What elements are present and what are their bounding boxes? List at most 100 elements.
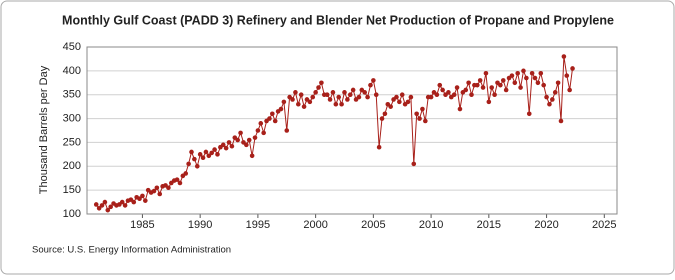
data-point [347,92,353,98]
data-point [330,90,336,95]
data-point [281,99,287,105]
data-point [189,149,194,155]
data-point [477,78,483,83]
data-point [526,111,532,117]
y-tick-label: 250 [63,136,81,148]
plot-border [86,46,618,215]
data-point [411,161,417,167]
data-point [327,97,333,102]
data-point [238,130,243,136]
y-tick-label: 200 [63,160,81,172]
data-point [373,92,379,98]
data-point [93,202,99,207]
data-point [457,106,463,112]
data-point [99,203,105,208]
data-point [151,188,157,194]
data-point [405,99,411,105]
data-point [122,203,128,208]
data-point [226,140,232,145]
data-point [244,142,249,148]
data-point [492,92,497,98]
data-point [547,101,552,107]
data-point [486,99,492,105]
data-point [183,171,189,176]
x-tick-label: 2010 [419,219,443,231]
data-point [336,94,342,100]
data-point [235,137,240,143]
data-point [552,90,558,95]
data-point [503,87,509,93]
data-point [252,135,258,140]
data-point [535,80,541,86]
data-point [284,128,290,133]
data-point [96,205,102,211]
data-point [451,92,457,98]
data-point [131,199,137,205]
data-point [102,199,108,205]
data-point [498,82,503,88]
data-point [532,75,538,81]
data-point [489,85,495,90]
data-point [229,143,235,149]
y-tick-label: 150 [63,184,81,196]
data-point [515,70,520,76]
y-tick-label: 300 [63,112,81,124]
x-tick-label: 2025 [592,219,616,231]
data-point [313,90,318,95]
data-point [524,75,529,81]
data-point [521,68,526,74]
data-point [209,150,215,156]
data-point [206,153,212,159]
y-axis-label: Thousand Barrels per Day [38,65,50,194]
data-point [166,185,171,191]
chart-title: Monthly Gulf Coast (PADD 3) Refinery and… [62,13,614,27]
data-point [394,94,399,100]
data-point [140,193,145,199]
data-point [249,153,255,159]
data-point [339,101,344,107]
data-point [500,78,506,83]
data-point [440,87,445,93]
y-tick-label: 450 [63,41,81,53]
data-point [518,85,523,90]
y-tick-label: 400 [63,65,81,77]
y-tick-label: 350 [63,89,81,101]
data-point [203,149,209,155]
data-point [301,104,307,109]
data-point [298,92,304,98]
data-point [137,196,142,202]
data-point [397,99,402,105]
data-point [258,121,264,126]
x-tick-label: 1995 [246,219,270,231]
data-point [555,80,561,86]
data-point [157,191,163,197]
data-point [469,92,474,98]
data-point [194,163,200,169]
data-point [379,116,385,121]
data-point [538,70,544,76]
data-point [186,161,191,167]
data-point [509,73,515,78]
x-tick-label: 2005 [361,219,385,231]
data-point [197,152,203,157]
data-point [342,90,347,95]
data-point [177,180,183,186]
data-point [561,54,567,59]
x-tick-label: 2020 [534,219,558,231]
data-point [215,152,220,157]
data-point [270,111,275,117]
data-point [223,145,229,151]
data-point [454,85,460,90]
data-point [296,101,301,107]
data-point [307,99,313,105]
data-point [423,118,428,124]
x-tick-label: 1990 [188,219,212,231]
data-point [376,144,382,150]
data-point [143,198,148,203]
data-point [529,70,535,76]
data-point [567,87,572,93]
data-point [319,80,324,86]
